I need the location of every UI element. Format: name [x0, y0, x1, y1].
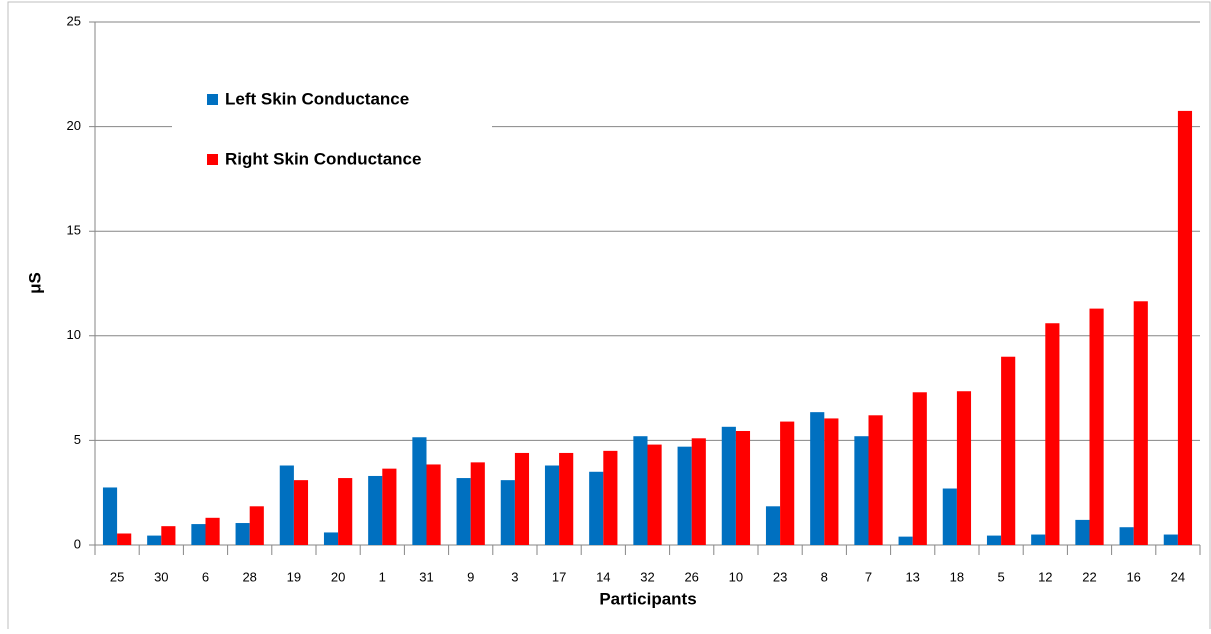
legend-box — [172, 80, 492, 185]
x-axis-title: Participants — [599, 589, 696, 608]
bar — [191, 524, 206, 545]
bar — [810, 412, 825, 545]
x-tick-label: 8 — [821, 569, 828, 584]
bar — [323, 532, 339, 545]
bar — [691, 438, 706, 545]
x-tick-label: 31 — [419, 569, 433, 584]
bar — [589, 471, 604, 545]
bar — [338, 478, 353, 545]
bar — [765, 506, 781, 545]
chart-border — [7, 1, 1211, 634]
bar — [293, 480, 309, 545]
y-tick-label: 25 — [67, 13, 81, 28]
bar — [721, 426, 736, 545]
y-tick-label: 0 — [74, 536, 81, 551]
bar — [559, 452, 574, 545]
bar — [117, 533, 132, 545]
y-tick-label: 5 — [74, 432, 81, 447]
bar — [500, 480, 515, 545]
bar — [368, 475, 383, 545]
bar — [161, 526, 176, 545]
x-tick-label: 18 — [950, 569, 964, 584]
bar — [603, 450, 618, 545]
bar — [205, 517, 220, 545]
x-tick-label: 20 — [331, 569, 345, 584]
bar — [735, 430, 751, 545]
y-tick-label: 20 — [67, 118, 81, 133]
x-tick-label: 22 — [1082, 569, 1096, 584]
bar — [456, 478, 471, 545]
x-tick-label: 1 — [379, 569, 386, 584]
x-tick-label: 12 — [1038, 569, 1052, 584]
bar — [912, 392, 927, 545]
x-tick-label: 17 — [552, 569, 566, 584]
legend-label: Left Skin Conductance — [225, 89, 409, 108]
bar — [544, 465, 560, 545]
bar — [1089, 308, 1104, 545]
bar — [1163, 534, 1178, 545]
x-tick-label: 16 — [1126, 569, 1140, 584]
legend-swatch — [207, 154, 218, 165]
bar — [1001, 356, 1016, 545]
x-tick-label: 26 — [684, 569, 698, 584]
y-tick-label: 10 — [67, 327, 81, 342]
bar — [249, 506, 264, 545]
y-axis-title: μS — [25, 272, 44, 294]
bar — [956, 391, 972, 545]
x-tick-label: 30 — [154, 569, 168, 584]
bar — [824, 418, 839, 545]
x-tick-label: 7 — [865, 569, 872, 584]
bar — [780, 421, 795, 545]
bar — [235, 523, 250, 545]
bar — [1133, 301, 1148, 545]
x-tick-label: 13 — [905, 569, 919, 584]
x-tick-label: 5 — [997, 569, 1004, 584]
bar — [426, 464, 441, 545]
legend-label: Right Skin Conductance — [225, 149, 421, 168]
x-tick-label: 6 — [202, 569, 209, 584]
bar — [1119, 527, 1134, 545]
bar — [647, 444, 662, 545]
bar — [942, 488, 957, 545]
bar — [633, 436, 648, 545]
bar — [1031, 534, 1046, 545]
bar — [854, 436, 869, 545]
x-tick-label: 24 — [1171, 569, 1185, 584]
x-tick-label: 3 — [511, 569, 518, 584]
x-tick-label: 19 — [287, 569, 301, 584]
bar — [1045, 323, 1060, 545]
y-tick-label: 15 — [67, 223, 81, 238]
x-tick-label: 25 — [110, 569, 124, 584]
bar — [279, 465, 294, 545]
bar — [986, 535, 1002, 545]
x-tick-label: 14 — [596, 569, 610, 584]
legend-swatch — [207, 94, 218, 105]
x-tick-label: 32 — [640, 569, 654, 584]
bar — [102, 487, 118, 545]
bar — [1075, 519, 1090, 545]
bar — [514, 452, 530, 545]
bar — [382, 468, 397, 545]
bar — [147, 535, 162, 545]
x-tick-label: 10 — [729, 569, 743, 584]
bar — [868, 415, 883, 545]
x-tick-label: 28 — [242, 569, 256, 584]
x-tick-label: 23 — [773, 569, 787, 584]
x-tick-label: 9 — [467, 569, 474, 584]
bar — [677, 446, 692, 545]
bar — [412, 437, 427, 545]
bar — [470, 462, 485, 545]
bar — [898, 536, 913, 545]
bar — [1177, 110, 1193, 545]
